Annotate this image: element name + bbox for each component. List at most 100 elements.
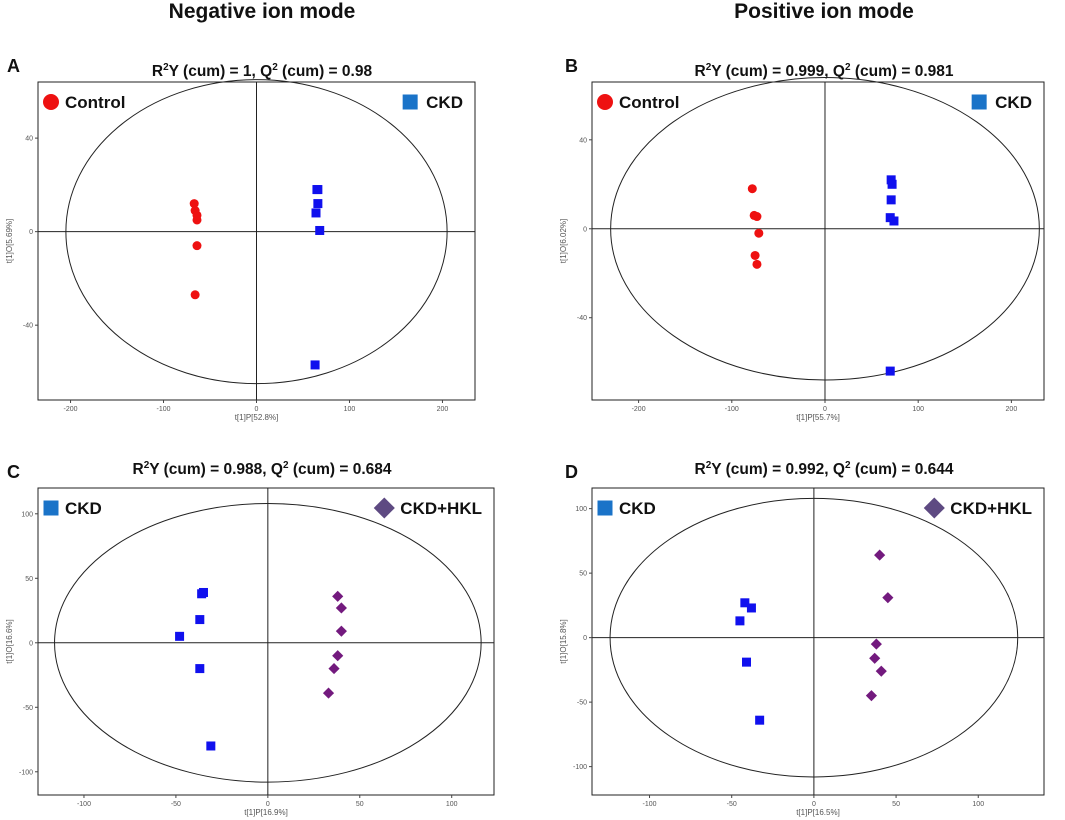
data-point (206, 741, 216, 751)
data-point (874, 549, 886, 561)
series-ckd (175, 587, 216, 751)
title-segment: R (695, 461, 706, 478)
data-point (192, 241, 202, 251)
legend-label: CKD (426, 93, 463, 112)
legend-marker (923, 497, 945, 519)
x-tick-label: -100 (725, 406, 739, 413)
series-ckd (885, 175, 899, 376)
data-point (754, 228, 764, 238)
legend-marker (402, 94, 418, 110)
data-point (198, 587, 208, 597)
data-point (865, 690, 877, 702)
legend-marker (43, 94, 59, 110)
y-axis-label: t[1]O[5.69%] (5, 219, 14, 263)
series-ckd (735, 598, 765, 725)
data-point (328, 663, 340, 675)
title-segment: (cum) = 0.684 (289, 461, 392, 478)
x-tick-label: 0 (266, 801, 270, 808)
data-point (175, 631, 185, 641)
chart-title: R2Y (cum) = 0.999, Q2 (cum) = 0.981 (695, 62, 954, 80)
data-point (310, 360, 320, 370)
data-point (752, 259, 762, 269)
plot-frame (591, 487, 1045, 796)
data-point (887, 179, 897, 189)
panel-letter: D (565, 462, 578, 482)
chart-a: A R2Y (cum) = 1, Q2 (cum) = 0.98-200 -100 0… (5, 56, 476, 422)
y-tick-label: 50 (579, 571, 587, 578)
title-segment: R (152, 63, 163, 80)
series-control (189, 199, 202, 300)
y-tick-label: 0 (583, 635, 587, 642)
legend-marker (597, 500, 613, 516)
legend-label: Control (65, 93, 125, 112)
title-segment: Y (cum) = 0.999, Q (711, 63, 845, 80)
y-tick-label: 100 (21, 511, 33, 518)
data-point (313, 185, 323, 195)
x-tick-label: -200 (64, 406, 78, 413)
data-point (735, 616, 745, 626)
x-tick-label: -50 (171, 801, 181, 808)
series-ckd-hkl (865, 549, 894, 702)
series-ckd-hkl (322, 590, 347, 699)
y-tick-label: 100 (575, 506, 587, 513)
plot-frame (591, 81, 1045, 401)
title-segment: (cum) = 0.98 (278, 63, 373, 80)
y-tick-label: 0 (583, 226, 587, 233)
chart-title: R2Y (cum) = 0.992, Q2 (cum) = 0.644 (695, 460, 954, 478)
panel-letter: A (7, 56, 20, 76)
x-tick-label: 100 (446, 801, 458, 808)
data-point (195, 615, 205, 625)
data-point (195, 664, 205, 674)
data-point (189, 199, 199, 209)
title-segment: Y (cum) = 0.992, Q (711, 461, 845, 478)
y-tick-label: -40 (577, 315, 587, 322)
data-point (332, 650, 344, 662)
y-tick-label: 40 (25, 136, 33, 143)
plot-frame (37, 487, 495, 796)
title-superscript: 2 (706, 62, 712, 73)
series-ckd (310, 185, 325, 370)
title-superscript: 2 (845, 62, 851, 73)
data-point (322, 687, 335, 699)
data-point (870, 638, 882, 650)
chart-b: B R2Y (cum) = 0.999, Q2 (cum) = 0.981-200… (559, 56, 1045, 422)
chart-c: C R2Y (cum) = 0.988, Q2 (cum) = 0.684 -100… (5, 460, 495, 817)
title-segment: R (695, 63, 706, 80)
x-tick-label: 200 (437, 406, 449, 413)
x-axis-label: t[1]P[52.8%] (235, 413, 279, 422)
data-point (875, 665, 887, 677)
legend-label: CKD+HKL (400, 499, 482, 518)
data-point (889, 216, 899, 226)
x-tick-label: -100 (643, 801, 657, 808)
legend-label: CKD+HKL (950, 499, 1032, 518)
x-tick-label: -100 (77, 801, 91, 808)
panel-letter: C (7, 462, 20, 482)
chart-d: D R2Y (cum) = 0.992, Q2 (cum) = 0.644 -100… (559, 460, 1045, 817)
title-segment: Y (cum) = 1, Q (169, 63, 273, 80)
x-tick-label: -100 (157, 406, 171, 413)
data-point (755, 715, 765, 725)
chart-title: R2Y (cum) = 1, Q2 (cum) = 0.98 (152, 62, 373, 80)
title-superscript: 2 (163, 62, 169, 73)
data-point (886, 195, 896, 205)
data-point (747, 184, 757, 194)
x-axis-label: t[1]P[55.7%] (796, 413, 840, 422)
legend-label: CKD (65, 499, 102, 518)
data-point (190, 290, 200, 300)
data-point (885, 366, 895, 376)
y-axis-label: t[1]O[6.02%] (559, 219, 568, 263)
chart-title: R2Y (cum) = 0.988, Q2 (cum) = 0.684 (133, 460, 392, 478)
data-point (311, 208, 321, 218)
x-tick-label: 50 (356, 801, 364, 808)
data-point (192, 210, 202, 220)
legend-label: CKD (619, 499, 656, 518)
title-segment: Y (cum) = 0.988, Q (149, 461, 283, 478)
data-point (335, 602, 347, 614)
x-tick-label: 100 (912, 406, 924, 413)
x-axis-label: t[1]P[16.5%] (796, 808, 840, 817)
positive-ion-mode-title: Positive ion mode (734, 0, 914, 23)
data-point (882, 592, 894, 604)
title-superscript: 2 (272, 62, 278, 73)
title-superscript: 2 (283, 460, 289, 471)
